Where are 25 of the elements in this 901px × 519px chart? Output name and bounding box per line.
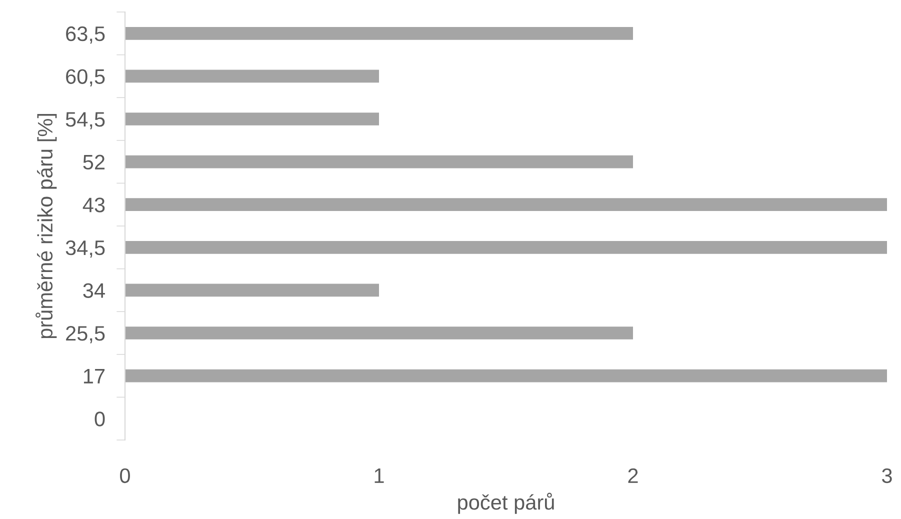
y-tick-label: 17 — [84, 369, 105, 384]
y-tick-label: 54,5 — [66, 112, 105, 130]
bar — [125, 240, 887, 254]
y-tick-label: 52 — [83, 154, 105, 170]
y-tick-label: 63,5 — [66, 26, 105, 44]
y-tick-label: 43 — [82, 198, 105, 212]
y-tick-label: 34 — [83, 283, 105, 298]
bar — [125, 284, 379, 297]
bar — [125, 155, 633, 168]
y-axis-title: průměrné riziko páru [%] — [36, 114, 57, 338]
x-tick-label: 3 — [882, 468, 892, 484]
bar — [125, 326, 633, 340]
y-tick-label: 25,5 — [66, 326, 105, 344]
bar — [125, 198, 887, 212]
bar — [125, 26, 633, 40]
y-tick-label: 34,5 — [66, 240, 105, 258]
x-axis-title: počet párů — [458, 492, 554, 514]
bar — [125, 112, 379, 126]
bar — [125, 70, 379, 83]
x-tick-label: 1 — [374, 468, 384, 483]
x-tick-label: 0 — [120, 468, 130, 484]
x-tick-label: 2 — [628, 468, 638, 483]
y-tick-label: 0 — [94, 412, 105, 426]
y-tick-label: 60,5 — [66, 69, 105, 86]
bar — [125, 369, 887, 382]
